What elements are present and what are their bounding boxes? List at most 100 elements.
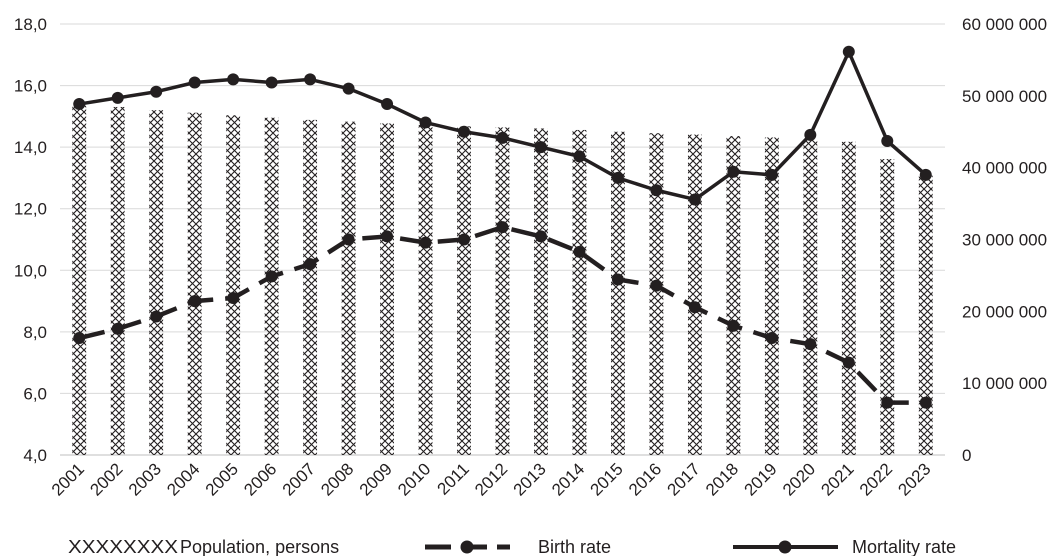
- x-tick-label: 2016: [625, 459, 665, 499]
- birth-rate-point: [227, 291, 240, 304]
- mortality-rate-point: [458, 125, 471, 138]
- x-tick-label: 2001: [48, 459, 88, 499]
- legend-marker-mortality-rate: [733, 540, 838, 554]
- mortality-rate-point: [804, 128, 817, 141]
- mortality-rate-point: [881, 134, 894, 147]
- mortality-rate-point: [419, 116, 432, 129]
- x-axis: 2001200220032004200520062007200820092010…: [48, 459, 935, 499]
- mortality-rate-point: [611, 171, 624, 184]
- right-tick-label: 60 000 000: [962, 15, 1047, 34]
- mortality-rate-point: [496, 131, 509, 144]
- birth-rate-point: [458, 233, 471, 246]
- population-bar: [841, 141, 856, 455]
- population-bar: [418, 124, 433, 455]
- x-tick-label: 2018: [702, 459, 742, 499]
- mortality-rate-point: [150, 85, 163, 98]
- x-tick-label: 2003: [125, 459, 165, 499]
- birth-rate-point: [650, 279, 663, 292]
- mortality-rate-point: [111, 91, 124, 104]
- birth-rate-point: [919, 396, 932, 409]
- mortality-rate-point: [650, 184, 663, 197]
- x-tick-label: 2002: [86, 459, 126, 499]
- x-tick-label: 2023: [894, 459, 934, 499]
- birth-rate-point: [688, 301, 701, 314]
- mortality-rate-point: [765, 168, 778, 181]
- population-bar: [649, 133, 664, 456]
- mortality-rate-point: [534, 141, 547, 154]
- population-bar: [187, 112, 202, 455]
- population-bar: [918, 175, 933, 455]
- mortality-rate-point: [919, 168, 932, 181]
- birth-rate-point: [342, 233, 355, 246]
- birth-rate-point: [188, 295, 201, 308]
- left-tick-label: 10,0: [14, 261, 47, 280]
- x-tick-label: 2012: [471, 459, 511, 499]
- right-tick-label: 0: [962, 446, 971, 465]
- left-axis: 4,0 6,0 8,0 10,0 12,0 14,0 16,0 18,0: [14, 15, 47, 465]
- x-tick-label: 2017: [664, 459, 704, 499]
- mortality-rate-point: [727, 165, 740, 178]
- legend-swatch-population: XXXXXXXX: [68, 537, 178, 556]
- mortality-rate-point: [842, 45, 855, 58]
- population-bar: [572, 129, 587, 455]
- population-bar: [110, 106, 125, 455]
- left-tick-label: 6,0: [23, 384, 47, 403]
- population-bar: [611, 131, 625, 455]
- legend-marker-birth-rate: [425, 540, 510, 554]
- birth-rate-point: [111, 322, 124, 335]
- legend: XXXXXXXX Population, persons Birth rate …: [68, 537, 956, 556]
- x-tick-label: 2009: [356, 459, 396, 499]
- right-tick-label: 10 000 000: [962, 374, 1047, 393]
- population-bar: [687, 134, 702, 455]
- mortality-rate-point: [265, 76, 278, 89]
- mortality-rate-point: [188, 76, 201, 89]
- left-tick-label: 18,0: [14, 15, 47, 34]
- x-tick-label: 2004: [163, 459, 203, 499]
- population-bar: [495, 127, 510, 455]
- mortality-rate-point: [688, 193, 701, 206]
- left-tick-label: 16,0: [14, 77, 47, 96]
- left-tick-label: 4,0: [23, 446, 47, 465]
- x-tick-label: 2020: [779, 459, 819, 499]
- population-bar: [72, 103, 87, 456]
- population-bar: [880, 159, 895, 455]
- birth-rate-point: [842, 356, 855, 369]
- x-tick-label: 2021: [817, 459, 857, 499]
- population-bar: [803, 139, 818, 456]
- x-tick-label: 2011: [434, 459, 473, 498]
- x-tick-label: 2015: [587, 459, 627, 499]
- x-tick-label: 2008: [317, 459, 357, 499]
- legend-label-mortality-rate: Mortality rate: [852, 537, 956, 556]
- population-bar: [341, 121, 356, 456]
- mortality-rate-point: [73, 98, 86, 111]
- right-tick-label: 40 000 000: [962, 159, 1047, 178]
- right-axis: 0 10 000 000 20 000 000 30 000 000 40 000 00…: [962, 15, 1047, 465]
- birth-rate-point: [573, 245, 586, 258]
- population-bar: [457, 126, 471, 456]
- population-bar: [149, 110, 164, 455]
- population-bar: [226, 115, 241, 455]
- birth-rate-point: [419, 236, 432, 249]
- population-bar: [264, 117, 279, 456]
- x-tick-label: 2005: [202, 459, 242, 499]
- birth-rate-point: [804, 338, 817, 351]
- x-tick-label: 2013: [510, 459, 550, 499]
- legend-label-population: Population, persons: [180, 537, 339, 556]
- x-tick-label: 2014: [548, 459, 588, 499]
- birth-rate-point: [611, 273, 624, 286]
- birth-rate-point: [381, 230, 394, 243]
- mortality-rate-point: [304, 73, 317, 86]
- x-tick-label: 2007: [279, 459, 319, 499]
- legend-label-birth-rate: Birth rate: [538, 537, 611, 556]
- birth-rate-point: [534, 230, 547, 243]
- mortality-rate-point: [381, 98, 394, 111]
- population-bars: [72, 103, 933, 456]
- rate-lines: [73, 45, 932, 409]
- birth-rate-point: [496, 221, 509, 234]
- birth-rate-point: [881, 396, 894, 409]
- birth-rate-point: [304, 258, 317, 271]
- birth-rate-point: [727, 319, 740, 332]
- birth-rate-point: [265, 270, 278, 283]
- birth-rate-point: [765, 332, 778, 345]
